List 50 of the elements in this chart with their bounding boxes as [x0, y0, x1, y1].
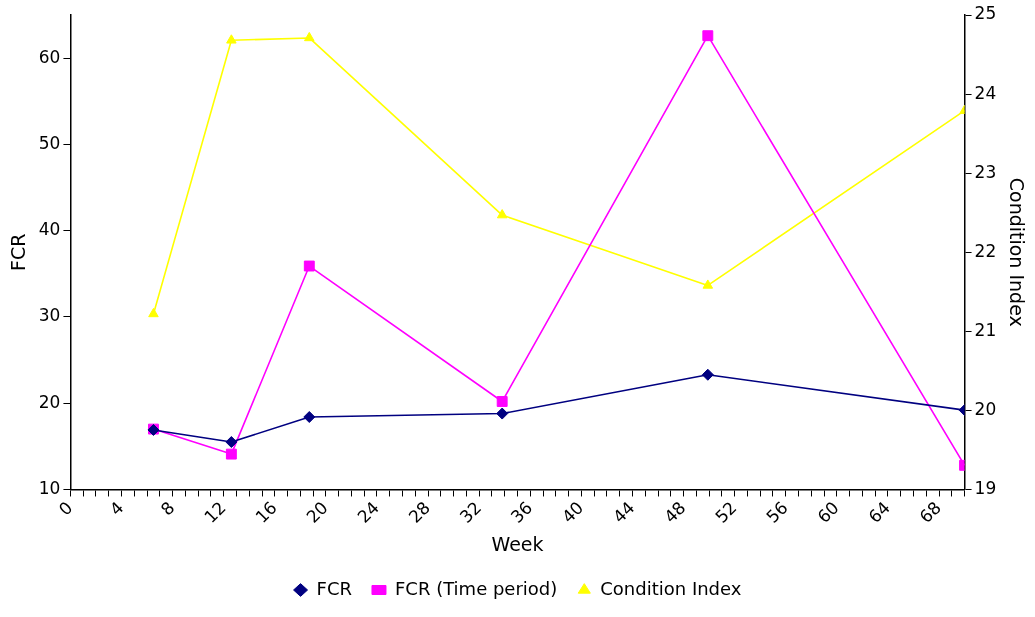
y2-tick-label: 24 — [974, 82, 997, 103]
x-tick-label: 32 — [455, 497, 486, 527]
y2-tick-label: 21 — [974, 319, 997, 340]
point — [226, 34, 237, 44]
x-tick-label: 24 — [353, 497, 383, 527]
x-tick-label: 20 — [302, 497, 332, 527]
y-tick-label: 10 — [38, 477, 61, 498]
point — [225, 436, 238, 449]
x-tick-label: 40 — [557, 497, 588, 527]
y-tick-label: 30 — [38, 305, 61, 326]
x-tick-label: 56 — [762, 497, 792, 527]
x-tick-label: 48 — [660, 497, 690, 527]
point — [304, 31, 315, 42]
x-tick-label: 64 — [864, 497, 894, 527]
x-tick-label: 4 — [105, 497, 128, 520]
y2-axis-title: Condition Index — [1005, 177, 1028, 327]
point — [496, 396, 508, 407]
x-axis-title: Week — [491, 532, 544, 555]
point — [148, 307, 159, 318]
x-tick-label: 36 — [506, 497, 537, 527]
x-tick-label: 12 — [200, 497, 230, 527]
legend-label: FCR — [316, 577, 352, 599]
point — [702, 30, 714, 42]
y2-tick-label: 23 — [974, 161, 997, 182]
point — [303, 411, 316, 424]
x-tick-label: 28 — [404, 497, 435, 527]
y2-tick-label: 22 — [974, 240, 997, 261]
legend-label: Condition Index — [600, 577, 742, 599]
y-tick-label: 20 — [38, 391, 61, 412]
legend-label: FCR (Time period) — [394, 577, 558, 599]
y2-tick-label: 25 — [974, 3, 997, 24]
y-tick-label: 40 — [38, 219, 61, 240]
point — [225, 448, 237, 460]
y2-tick-label: 19 — [974, 477, 997, 498]
x-tick-label: 52 — [711, 497, 741, 527]
x-tick-label: 44 — [608, 497, 639, 527]
point — [303, 260, 315, 272]
x-tick-label: 68 — [915, 497, 945, 527]
x-tick-label: 0 — [54, 497, 77, 520]
x-tick-label: 60 — [813, 497, 843, 527]
y-tick-label: 50 — [38, 132, 61, 153]
point — [496, 407, 509, 420]
point — [496, 209, 508, 219]
point — [702, 279, 714, 289]
x-tick-label: 16 — [251, 497, 281, 527]
y2-tick-label: 20 — [974, 398, 997, 419]
y-axis-title: FCR — [7, 233, 30, 271]
point — [701, 368, 714, 381]
x-tick-label: 8 — [156, 497, 179, 520]
y-tick-label: 60 — [38, 46, 61, 67]
